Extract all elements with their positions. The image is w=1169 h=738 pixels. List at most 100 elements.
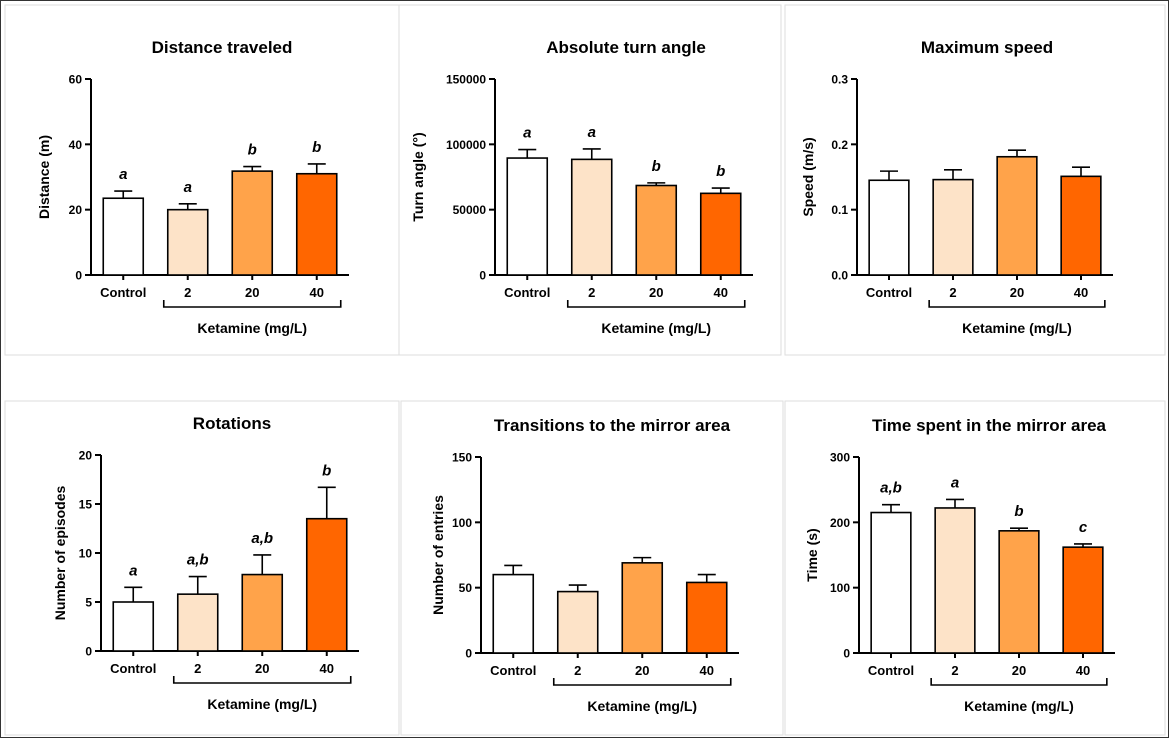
chart-panel-5: Transitions to the mirror area 0 50 100 150 N… [400, 400, 784, 736]
panel-frame [4, 4, 400, 356]
bar-2 [166, 208, 209, 276]
x-tick-label: 2 [184, 285, 191, 300]
bar-2 [570, 158, 613, 276]
y-tick-label: 15 [79, 498, 93, 512]
bar-40 [1060, 175, 1102, 276]
chart-title: Absolute turn angle [546, 38, 706, 57]
y-tick-label: 0.1 [831, 203, 848, 217]
group-bracket [566, 300, 746, 308]
chart-panel-4: Rotations 0 5 10 15 20 Number of episodes a Cont… [4, 400, 400, 736]
group-label: Ketamine (mg/L) [197, 320, 307, 336]
x-tick-label: Control [868, 663, 914, 678]
x-tick-label: Control [100, 285, 146, 300]
bar-20 [621, 562, 664, 654]
bar-40 [295, 172, 338, 276]
group-bracket [162, 300, 342, 308]
y-tick-label: 100 [830, 581, 850, 595]
x-tick-label: Control [110, 661, 156, 676]
y-tick-label: 0.3 [831, 73, 848, 87]
significance-letter: a [119, 166, 127, 183]
x-tick-label: 2 [194, 661, 201, 676]
y-axis-label: Number of episodes [52, 486, 68, 621]
y-tick-label: 0.2 [831, 138, 848, 152]
significance-letter: a,b [251, 530, 273, 547]
panel-frame [4, 400, 400, 736]
y-tick-label: 20 [79, 449, 93, 463]
group-bracket [552, 678, 732, 686]
group-bracket [930, 678, 1108, 686]
group-label: Ketamine (mg/L) [587, 698, 697, 714]
chart-panel-3: Maximum speed 0.0 0.1 0.2 0.3 Speed (m/s) Cont… [784, 4, 1166, 356]
y-tick-label: 10 [79, 547, 93, 561]
x-tick-label: 20 [649, 285, 663, 300]
significance-letter: c [1079, 519, 1088, 536]
x-tick-label: 2 [588, 285, 595, 300]
bar-control [492, 573, 535, 654]
panel-frame [784, 4, 1166, 356]
bar-2 [934, 507, 976, 654]
group-bracket [172, 676, 352, 684]
y-axis-label: Speed (m/s) [800, 137, 816, 216]
group-label: Ketamine (mg/L) [601, 320, 711, 336]
chart-title: Maximum speed [921, 38, 1053, 57]
x-tick-label: Control [866, 285, 912, 300]
y-tick-label: 0 [479, 269, 486, 283]
x-tick-label: 20 [255, 661, 269, 676]
significance-letter: a,b [880, 480, 902, 497]
y-tick-label: 0.0 [831, 269, 848, 283]
bar-40 [305, 517, 348, 652]
y-axis-label: Distance (m) [36, 135, 52, 219]
x-tick-label: Control [490, 663, 536, 678]
x-tick-label: 20 [635, 663, 649, 678]
chart-title: Transitions to the mirror area [494, 416, 731, 435]
bar-control [870, 511, 912, 654]
x-tick-label: 2 [949, 285, 956, 300]
bar-20 [635, 184, 678, 276]
bar-2 [556, 590, 599, 654]
x-tick-label: 40 [1076, 663, 1090, 678]
y-tick-label: 40 [69, 138, 83, 152]
chart-title: Distance traveled [152, 38, 293, 57]
y-tick-label: 60 [69, 73, 83, 87]
group-bracket [928, 300, 1106, 308]
bar-20 [998, 530, 1040, 654]
x-tick-label: 2 [951, 663, 958, 678]
y-axis-label: Turn angle (°) [410, 132, 426, 221]
y-tick-label: 200 [830, 516, 850, 530]
significance-letter: a [588, 124, 596, 141]
bar-control [112, 601, 155, 652]
bar-2 [176, 593, 219, 652]
y-tick-label: 5 [85, 596, 92, 610]
bar-control [102, 197, 145, 276]
y-tick-label: 0 [465, 647, 472, 661]
chart-title: Rotations [193, 414, 271, 433]
bar-40 [685, 581, 728, 654]
bar-20 [996, 155, 1038, 276]
y-axis-label: Time (s) [804, 528, 820, 581]
significance-letter: b [322, 462, 331, 479]
y-tick-label: 150 [452, 451, 472, 465]
significance-letter: a [951, 474, 959, 491]
bar-40 [699, 192, 742, 276]
chart-title: Time spent in the mirror area [872, 416, 1107, 435]
x-tick-label: 20 [1010, 285, 1024, 300]
bar-20 [231, 170, 274, 276]
x-tick-label: 20 [1012, 663, 1026, 678]
bar-control [506, 157, 549, 276]
panel-frame [400, 400, 784, 736]
x-tick-label: 40 [320, 661, 334, 676]
panel-frame [784, 400, 1166, 736]
significance-letter: b [652, 158, 661, 175]
y-axis-label: Number of entries [430, 495, 446, 615]
x-tick-label: 40 [700, 663, 714, 678]
y-tick-label: 0 [75, 269, 82, 283]
significance-letter: b [312, 139, 321, 156]
bar-20 [241, 573, 284, 652]
significance-letter: b [716, 163, 725, 180]
bar-control [868, 179, 910, 276]
panel-frame [398, 4, 782, 356]
y-tick-label: 20 [69, 203, 83, 217]
chart-panel-1: Distance traveled 0 20 40 60 Distance (m) a Con… [4, 4, 400, 356]
